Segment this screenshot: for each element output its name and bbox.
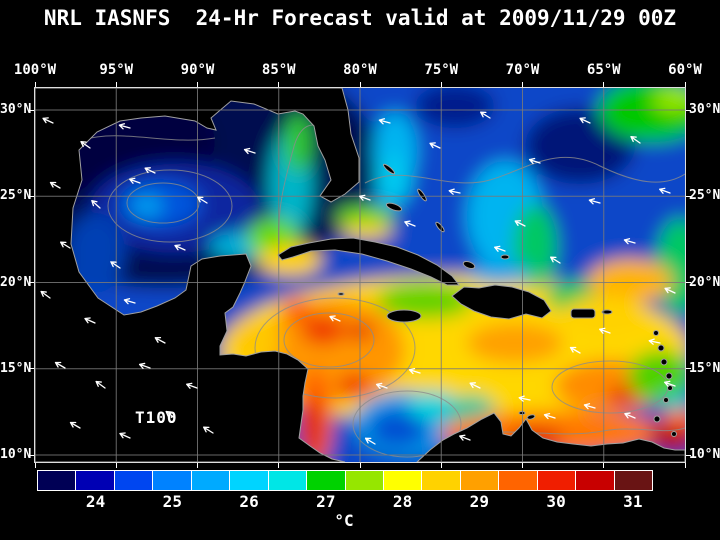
colorbar-tick-label: 31 [623,492,643,511]
longitude-label: 65°W [586,62,621,78]
axis-tick-right [686,109,691,111]
axis-tick-top [34,82,36,87]
longitude-label: 70°W [505,62,540,78]
colorbar-tick-label: 30 [546,492,566,511]
latitude-label-left: 15°N [0,360,32,376]
colorbar-tick-label: 29 [469,492,489,511]
axis-tick-bottom [197,463,198,468]
colorbar-segment [537,471,576,490]
axis-tick-bottom [34,463,36,468]
axis-tick-top [359,82,361,87]
contour-lines [82,124,685,458]
axis-tick-right [686,282,691,283]
page-title: NRL IASNFS 24-Hr Forecast valid at 2009/… [43,6,677,30]
latitude-label-right: 20°N [689,274,720,290]
longitude-label: 60°W [668,62,702,78]
axis-tick-left [29,195,34,197]
latitude-label-right: 25°N [689,188,720,204]
axis-tick-right [686,195,691,197]
colorbar-tick-label: 24 [85,492,106,511]
colorbar-segment [499,471,537,490]
axis-tick-left [29,454,34,456]
axis-tick-right [686,368,691,370]
latitude-label-left: 30°N [0,102,32,117]
colorbar-segment [576,471,614,490]
colorbar-segment [153,471,191,490]
colorbar-unit: °C [334,511,354,530]
colorbar-tick-label: 26 [239,492,259,511]
axis-tick-top [197,82,198,87]
temperature-field-map [35,88,685,462]
axis-tick-top [278,82,280,87]
latitude-label-right: 15°N [689,360,720,376]
longitude-label: 100°W [13,62,57,78]
longitude-label: 95°W [99,62,134,78]
map-panel: T100 [34,87,686,463]
longitude-label: 80°W [343,62,377,78]
colorbar-tick-label: 27 [316,492,336,511]
axis-tick-top [684,82,686,87]
latitude-label-left: 20°N [0,274,32,290]
longitude-label: 75°W [424,62,459,78]
axis-tick-bottom [684,463,686,468]
latitude-label-right: 10°N [689,447,720,462]
axis-tick-bottom [278,463,280,468]
latitude-label-right: 30°N [689,102,720,117]
axis-tick-left [29,368,34,370]
colorbar-segment [345,471,383,490]
latitude-label-left: 25°N [0,188,32,204]
axis-tick-bottom [359,463,361,468]
colorbar-segment [422,471,460,490]
colorbar-tick-label: 25 [162,492,182,511]
axis-tick-top [603,82,605,87]
axis-tick-left [29,109,34,111]
axis-tick-bottom [115,463,117,468]
colorbar-segment [307,471,345,490]
colorbar-segment [268,471,307,490]
axis-tick-bottom [522,463,523,468]
colorbar [37,470,653,491]
colorbar-segment [114,471,153,490]
colorbar-segment [383,471,422,490]
axis-tick-bottom [440,463,442,468]
axis-tick-bottom [603,463,605,468]
colorbar-segment [230,471,268,490]
depth-annotation: T100 [135,408,178,427]
longitude-label: 90°W [180,62,215,78]
colorbar-segment [614,471,652,490]
colorbar-segment [38,471,76,490]
latitude-label-left: 10°N [0,447,32,462]
axis-tick-left [29,282,34,283]
colorbar-segment [76,471,114,490]
axis-tick-top [115,82,117,87]
colorbar-tick-label: 28 [392,492,413,511]
axis-tick-top [440,82,442,87]
axis-tick-top [522,82,523,87]
grid-lines [35,88,685,462]
colorbar-segment [191,471,230,490]
axis-tick-right [686,454,691,456]
colorbar-segment [460,471,499,490]
longitude-label: 85°W [261,62,296,78]
